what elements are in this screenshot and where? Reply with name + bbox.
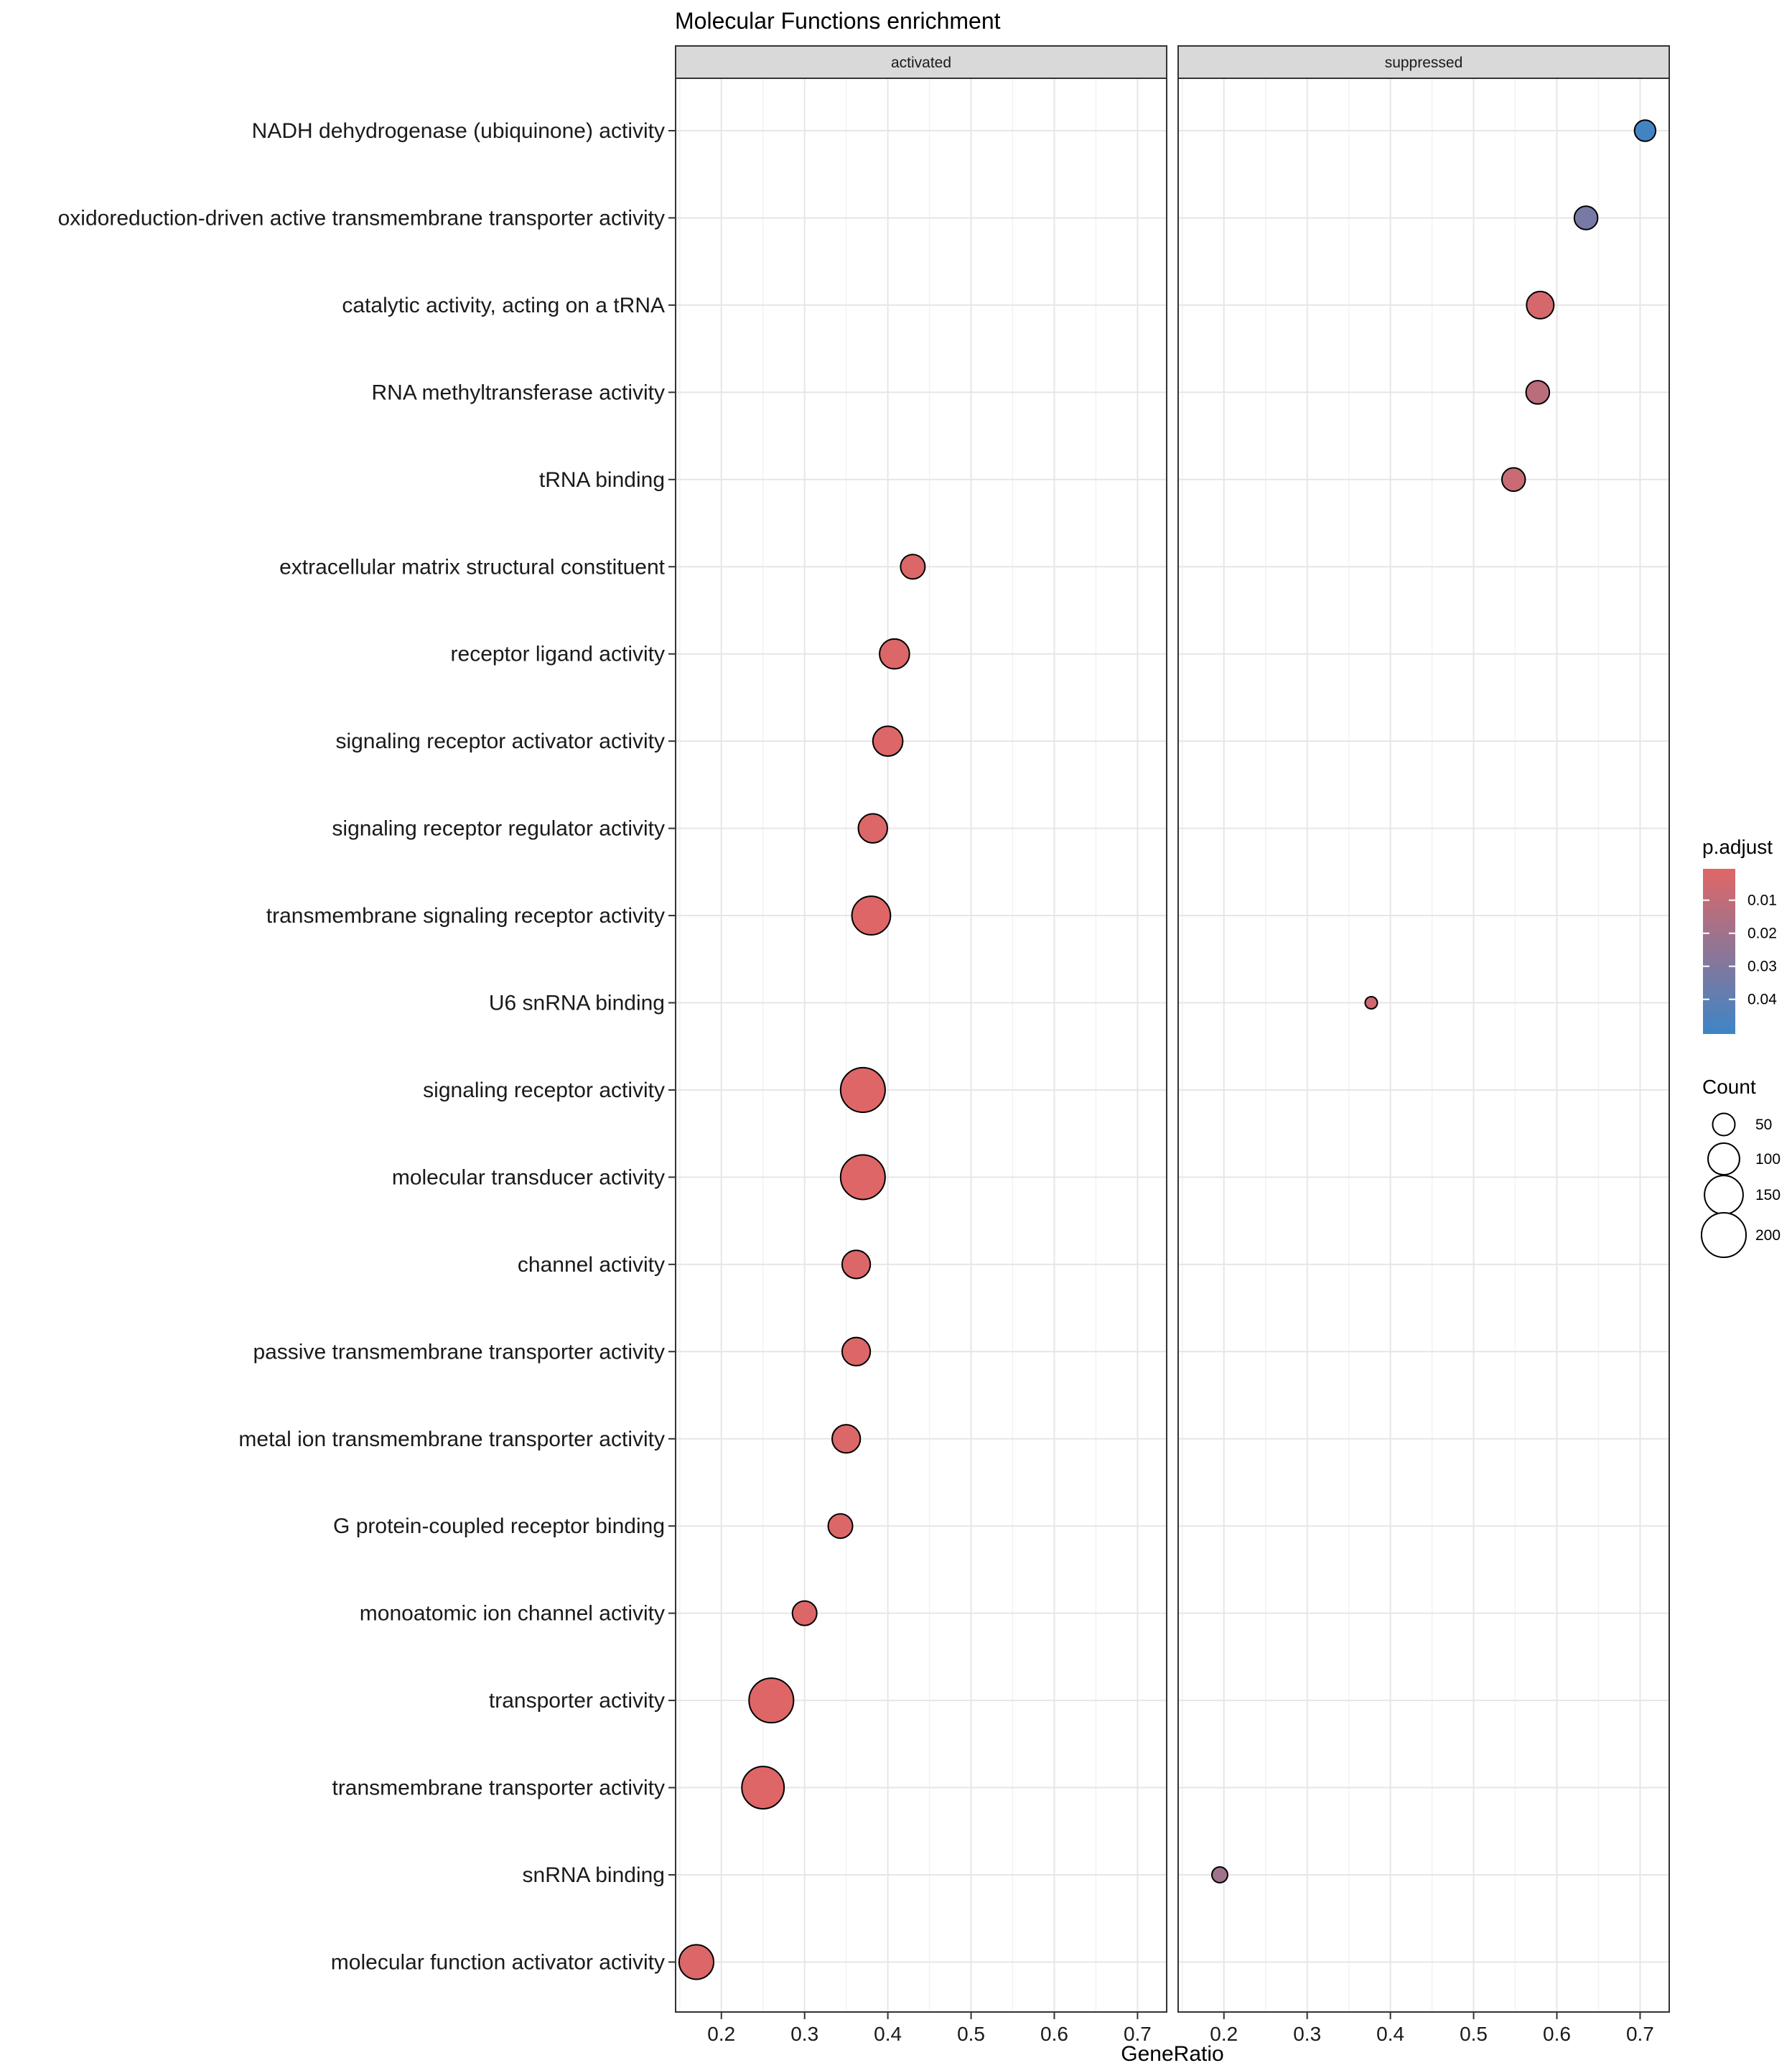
data-point — [1573, 205, 1599, 230]
y-tick-label: NADH dehydrogenase (ubiquinone) activity — [252, 119, 665, 143]
y-tick-label: channel activity — [518, 1253, 665, 1277]
size-legend-label: 50 — [1755, 1117, 1772, 1133]
y-tick-label: G protein-coupled receptor binding — [333, 1514, 665, 1538]
data-point — [748, 1677, 795, 1724]
data-point — [857, 813, 888, 844]
x-tick-label: 0.3 — [790, 2023, 818, 2045]
facet-label-activated: activated — [891, 55, 951, 71]
panel-border-activated — [675, 78, 1167, 2013]
size-legend-circle — [1712, 1112, 1736, 1137]
y-tick-label: signaling receptor activity — [423, 1079, 665, 1102]
data-point — [879, 638, 910, 670]
x-tick-label: 0.4 — [874, 2023, 902, 2045]
x-tick-label: 0.2 — [1210, 2023, 1238, 2045]
data-point — [851, 895, 892, 936]
y-tick-label: transmembrane signaling receptor activit… — [266, 904, 665, 928]
data-point — [841, 1249, 872, 1280]
color-legend-label: 0.04 — [1747, 992, 1777, 1008]
y-tick-label: U6 snRNA binding — [489, 992, 665, 1015]
x-tick-label: 0.3 — [1293, 2023, 1321, 2045]
y-tick-label: molecular transducer activity — [392, 1165, 665, 1189]
y-tick-label: transporter activity — [489, 1689, 665, 1713]
x-tick-label: 0.6 — [1040, 2023, 1068, 2045]
y-tick-label: metal ion transmembrane transporter acti… — [238, 1427, 665, 1451]
data-point — [872, 725, 904, 757]
chart-title: Molecular Functions enrichment — [675, 8, 1001, 34]
size-legend-circle — [1700, 1211, 1747, 1259]
facet-label-suppressed: suppressed — [1385, 55, 1463, 71]
y-tick-label: passive transmembrane transporter activi… — [253, 1340, 665, 1364]
size-legend-label: 200 — [1755, 1227, 1781, 1244]
x-tick-label: 0.5 — [957, 2023, 985, 2045]
data-point — [1633, 119, 1657, 142]
panel-activated — [676, 78, 1167, 2012]
data-point — [1501, 467, 1526, 493]
y-tick-label: catalytic activity, acting on a tRNA — [342, 294, 665, 317]
facet-strip-suppressed — [1177, 45, 1670, 79]
x-tick-label: 0.7 — [1124, 2023, 1152, 2045]
y-tick-label: molecular function activator activity — [331, 1950, 665, 1974]
x-tick-label: 0.7 — [1626, 2023, 1654, 2045]
data-point — [900, 554, 926, 580]
data-point — [1364, 996, 1378, 1010]
data-point — [841, 1336, 872, 1366]
x-axis-ticks: 0.2 0.3 0.4 0.5 0.6 0.7 0.2 0.3 0.4 0.5 0.6 0.7 — [707, 2012, 1654, 2045]
x-tick-label: 0.2 — [707, 2023, 735, 2045]
data-points — [678, 119, 1657, 1980]
data-point — [839, 1154, 886, 1201]
panel-border-suppressed — [1177, 78, 1670, 2013]
y-tick-label: signaling receptor activator activity — [335, 730, 665, 753]
y-tick-label: RNA methyltransferase activity — [372, 381, 665, 404]
data-point — [741, 1766, 785, 1810]
data-point — [1525, 380, 1551, 405]
x-tick-label: 0.4 — [1376, 2023, 1404, 2045]
data-point — [1526, 290, 1555, 320]
size-legend-circle — [1707, 1142, 1740, 1175]
x-axis-title: GeneRatio — [1121, 2042, 1223, 2066]
color-legend-bar — [1703, 869, 1735, 1034]
y-tick-label: monoatomic ion channel activity — [360, 1602, 665, 1626]
x-tick-label: 0.6 — [1543, 2023, 1571, 2045]
x-tick-label: 0.5 — [1460, 2023, 1488, 2045]
panel-suppressed — [1178, 78, 1669, 2012]
facet-strip-activated — [675, 45, 1167, 79]
y-tick-label: oxidoreduction-driven active transmembra… — [58, 206, 665, 230]
color-legend-label: 0.02 — [1747, 926, 1777, 942]
y-tick-label: transmembrane transporter activity — [332, 1776, 665, 1800]
y-tick-label: snRNA binding — [523, 1863, 665, 1887]
y-tick-label: tRNA binding — [539, 468, 665, 492]
data-point — [791, 1600, 818, 1626]
size-legend: Count 50 100 150 200 — [1700, 1076, 1781, 1259]
size-legend-circle — [1704, 1175, 1744, 1215]
y-axis-labels: NADH dehydrogenase (ubiquinone) activity… — [58, 119, 676, 1974]
color-legend-label: 0.03 — [1747, 959, 1777, 975]
y-tick-label: receptor ligand activity — [451, 643, 665, 666]
data-point — [831, 1424, 862, 1454]
data-point — [1210, 1866, 1228, 1883]
size-legend-label: 100 — [1755, 1151, 1781, 1168]
size-legend-title: Count — [1702, 1076, 1756, 1098]
y-tick-label: signaling receptor regulator activity — [332, 817, 665, 841]
y-tick-label: extracellular matrix structural constitu… — [279, 555, 666, 579]
data-point — [827, 1513, 854, 1540]
data-point — [678, 1944, 715, 1980]
data-point — [839, 1066, 886, 1113]
size-legend-label: 150 — [1755, 1187, 1781, 1203]
color-legend-title: p.adjust — [1702, 836, 1773, 858]
color-legend: p.adjust 0.01 0.02 0.03 0.04 — [1702, 836, 1777, 1034]
color-legend-label: 0.01 — [1747, 893, 1777, 909]
